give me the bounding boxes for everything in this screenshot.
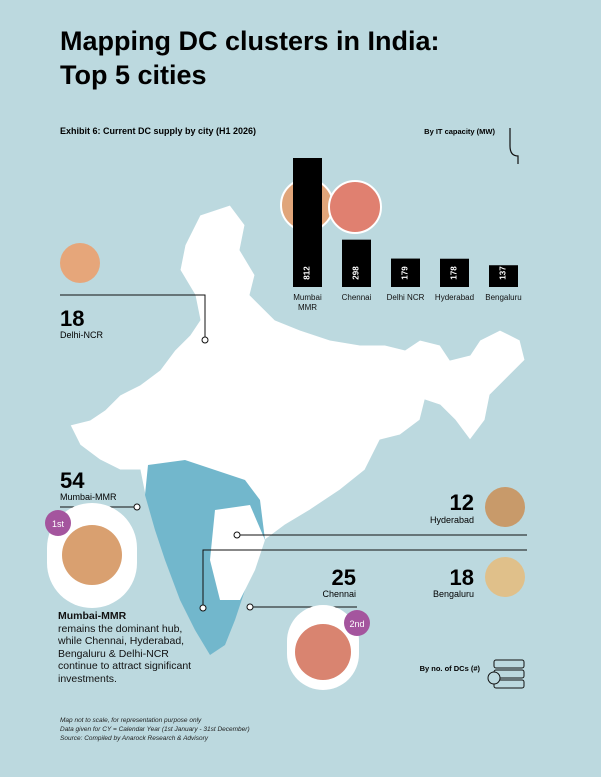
dc-count: 54 — [60, 468, 85, 493]
x-tick-label: Hyderabad — [434, 293, 475, 302]
title: Mapping DC clusters in India: — [60, 26, 440, 56]
dc-count: 25 — [332, 565, 356, 590]
legend: By no. of DCs (#) — [419, 664, 480, 673]
dot — [201, 336, 209, 344]
photo — [328, 180, 382, 234]
chart-subtitle: By IT capacity (MW) — [424, 127, 495, 136]
note-text: remains the dominant hub, while Chennai,… — [58, 622, 192, 685]
leader-line — [202, 549, 527, 608]
bar — [342, 239, 371, 287]
dot — [199, 604, 207, 612]
dot — [133, 503, 141, 511]
value-label: 179 — [401, 266, 410, 280]
photo — [62, 525, 122, 585]
leader-line — [60, 294, 206, 340]
chart-title: Exhibit 6: Current DC supply by city (H1… — [60, 126, 256, 136]
dots — [133, 336, 254, 612]
x-tick-label: Bengaluru — [485, 293, 522, 302]
photo — [485, 557, 525, 597]
city-name: Mumbai-MMR — [60, 492, 117, 502]
server-icon — [487, 659, 525, 689]
bar — [489, 265, 518, 287]
note: Mumbai-MMR remains the dominant hub, whil… — [58, 610, 208, 685]
dot — [246, 603, 254, 611]
value-label: 137 — [499, 266, 508, 280]
plug-icon — [509, 128, 519, 164]
photo — [60, 243, 100, 283]
legend-box: By no. of DCs (#) — [419, 664, 480, 673]
bar — [440, 258, 469, 287]
rank: 1st — [52, 519, 65, 529]
photo — [295, 624, 351, 680]
rank-badge — [45, 510, 71, 536]
footnotes: Map not to scale, for representation pur… — [60, 717, 250, 742]
city-name: Hyderabad — [430, 515, 474, 525]
dc-count: 18 — [60, 306, 84, 331]
photo — [485, 487, 525, 527]
title: Top 5 cities — [60, 60, 207, 90]
bar — [293, 158, 322, 287]
state-outline — [210, 505, 265, 600]
bar — [391, 258, 420, 287]
footnote: Data given for CY = Calendar Year (1st J… — [60, 726, 250, 733]
value-label: 298 — [352, 266, 361, 280]
x-tick-label: Delhi NCR — [386, 293, 425, 302]
rank-badge — [344, 610, 370, 636]
city-name: Delhi-NCR — [60, 330, 104, 340]
value-label: 178 — [450, 266, 459, 280]
chart-subtitle-box: By IT capacity (MW) — [424, 127, 495, 136]
footnote: Source: Compiled by Anarock Research & A… — [60, 735, 209, 742]
note-lead: Mumbai-MMR — [58, 610, 127, 622]
value-label: 812 — [303, 266, 312, 280]
rank: 2nd — [349, 619, 364, 629]
dc-count: 12 — [450, 490, 474, 515]
city-name: Bengaluru — [433, 589, 474, 599]
x-tick-label: Mumbai MMR — [293, 293, 322, 312]
footnote: Map not to scale, for representation pur… — [60, 717, 202, 724]
x-tick-label: Chennai — [341, 293, 372, 302]
dot — [233, 531, 241, 539]
city-name: Chennai — [322, 589, 356, 599]
dc-count: 18 — [450, 565, 474, 590]
